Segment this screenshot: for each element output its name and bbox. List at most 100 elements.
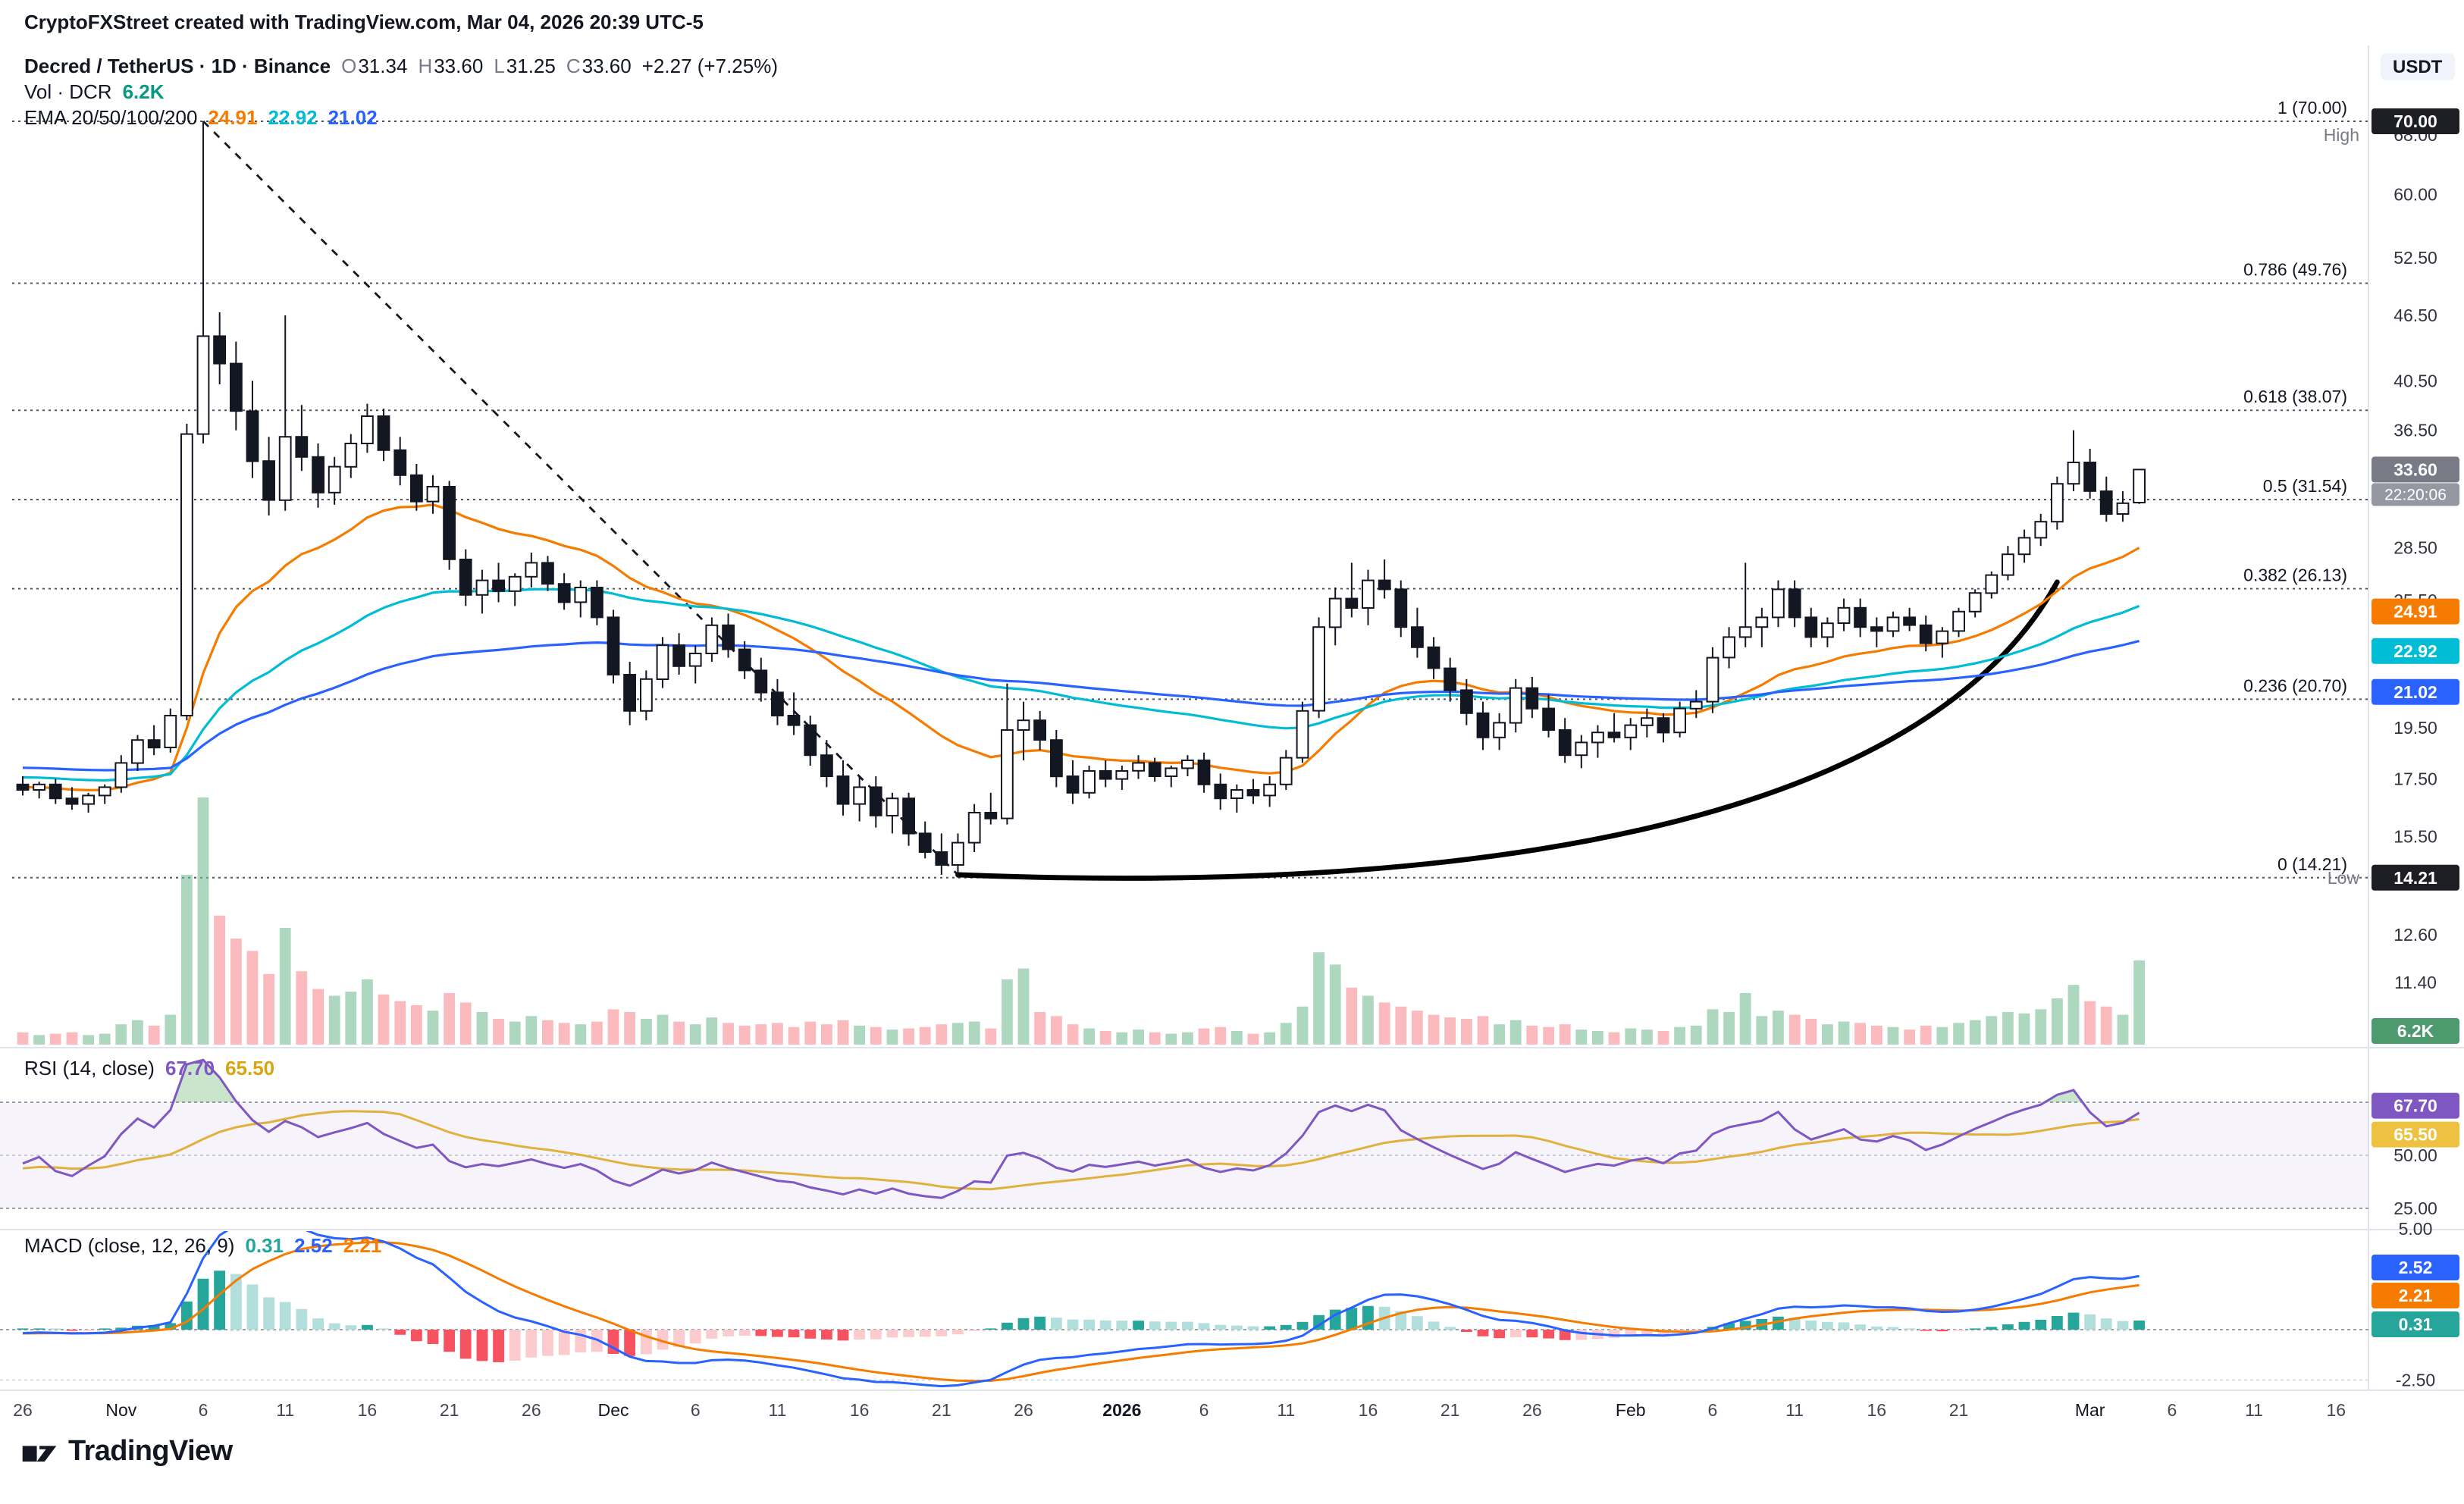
currency-toggle-usdt[interactable]: USDT	[2381, 53, 2455, 80]
chart-plot-area[interactable]	[0, 45, 2368, 1048]
fib-label: 1 (70.00)	[2277, 98, 2347, 118]
macd-histogram-bar	[1904, 1328, 1915, 1330]
time-axis-label: 11	[2245, 1400, 2263, 1420]
volume-series[interactable]	[17, 797, 2145, 1045]
volume-bar	[1723, 1012, 1735, 1045]
rsi-axis-label: 50.00	[2393, 1145, 2437, 1165]
macd-histogram-bar	[246, 1284, 259, 1330]
price-axis-label: 60.00	[2393, 184, 2437, 204]
volume-bar	[444, 993, 455, 1045]
macd-histogram-bar	[854, 1330, 865, 1340]
volume-bar	[985, 1028, 997, 1045]
candle-body	[1394, 588, 1408, 628]
svg-text:6.2K: 6.2K	[2397, 1021, 2434, 1041]
chart-canvas[interactable]: 1 (70.00) 0.786 (49.76) 0.618 (38.07) 0.5 (…	[0, 0, 2464, 1433]
rsi-legend[interactable]: RSI (14, close) 67.70 65.50	[24, 1057, 274, 1079]
candle-body	[1903, 616, 1916, 626]
volume-legend[interactable]: Vol · DCR 6.2K	[24, 80, 165, 103]
volume-bar	[591, 1021, 603, 1045]
candle-body	[1197, 760, 1211, 785]
macd-histogram-bar	[1690, 1330, 1702, 1331]
candle-body	[426, 486, 440, 503]
macd-histogram-bar	[1133, 1321, 1144, 1330]
candle-body	[935, 851, 948, 866]
volume-bar	[2117, 1014, 2129, 1045]
macd-histogram-bar	[657, 1330, 669, 1350]
macd-histogram-bar	[1099, 1320, 1111, 1330]
svg-text:14.21: 14.21	[2393, 868, 2437, 888]
candle-body	[1772, 588, 1785, 619]
volume-bar	[279, 928, 291, 1045]
volume-bar	[493, 1019, 504, 1045]
ema100-value: 21.02	[328, 106, 378, 129]
time-axis[interactable]	[0, 1390, 2368, 1433]
price-badge-24.91: 24.91	[2372, 598, 2459, 625]
curved-support-line[interactable]	[955, 579, 2060, 881]
candle-body	[1624, 724, 1638, 738]
candlestick-series[interactable]	[16, 121, 2146, 878]
candle-body	[1706, 656, 1719, 703]
volume-bar	[197, 797, 209, 1045]
candle-body	[820, 754, 833, 778]
volume-bar	[1641, 1029, 1653, 1045]
volume-bar	[1280, 1023, 1292, 1045]
candle-body	[147, 739, 161, 749]
descending-trendline[interactable]	[202, 121, 959, 876]
ohlc-low: L 31.25	[494, 55, 556, 77]
volume-bar	[952, 1023, 964, 1045]
candle-body	[1230, 789, 1243, 799]
ema20-value: 24.91	[208, 106, 258, 129]
candle-body	[869, 786, 882, 816]
macd-histogram-bar	[821, 1330, 832, 1340]
tradingview-logo[interactable]: TradingView	[21, 1434, 233, 1471]
volume-bar	[83, 1035, 94, 1045]
volume-bar	[1739, 993, 1751, 1045]
svg-text:67.70: 67.70	[2393, 1096, 2437, 1116]
macd-histogram-bar	[99, 1328, 111, 1330]
candle-body	[1312, 626, 1325, 712]
ema-legend[interactable]: EMA 20/50/100/200 24.91 22.92 21.02	[24, 106, 378, 129]
candle-body	[1952, 610, 1965, 632]
volume-bar	[411, 1005, 422, 1045]
volume-bar	[1428, 1014, 1440, 1045]
symbol-legend[interactable]: Decred / TetherUS · 1D · Binance O 31.34 …	[24, 55, 778, 77]
svg-text:65.50: 65.50	[2393, 1125, 2437, 1145]
macd-axis-label: -2.50	[2396, 1371, 2435, 1390]
macd-hist-value: 0.31	[245, 1234, 284, 1257]
macd-histogram-bar	[1854, 1324, 1866, 1330]
volume-bar	[1805, 1019, 1817, 1045]
volume-bar	[1986, 1016, 1998, 1045]
candle-body	[1444, 667, 1456, 691]
macd-histogram-bar	[1034, 1316, 1045, 1330]
macd-histogram-bar	[1017, 1318, 1030, 1330]
candle-body	[656, 644, 669, 681]
volume-bar	[33, 1035, 45, 1045]
macd-histogram-bar	[1477, 1330, 1489, 1336]
volume-label: Vol · DCR	[24, 80, 112, 103]
volume-bar	[246, 951, 259, 1045]
macd-signal-value: 2.21	[343, 1234, 382, 1257]
symbol-title[interactable]: Decred / TetherUS · 1D · Binance	[24, 55, 331, 77]
candle-body	[1936, 630, 1949, 644]
macd-histogram-bar	[2117, 1321, 2129, 1330]
macd-histogram-bar	[936, 1330, 948, 1336]
candle-body	[591, 587, 603, 619]
time-axis-label: 16	[1867, 1400, 1887, 1420]
ema50-value: 22.92	[268, 106, 318, 129]
candle-body	[230, 362, 243, 412]
volume-bar	[1215, 1026, 1227, 1045]
candle-body	[836, 776, 850, 805]
volume-bar	[1165, 1033, 1177, 1045]
price-axis[interactable]	[2368, 45, 2464, 1390]
candle-body	[918, 832, 932, 854]
volume-bar	[1592, 1031, 1603, 1045]
macd-legend[interactable]: MACD (close, 12, 26, 9) 0.31 2.52 2.21	[24, 1234, 381, 1257]
macd-histogram-bar	[2035, 1320, 2047, 1330]
macd-histogram-bar	[1805, 1321, 1817, 1330]
macd-histogram-bar	[1641, 1330, 1653, 1335]
candle-body	[1066, 776, 1080, 794]
tradingview-wordmark: TradingView	[68, 1436, 233, 1468]
macd-histogram-bar	[1739, 1321, 1751, 1330]
candle-body	[344, 443, 358, 468]
volume-bar	[1969, 1020, 1981, 1045]
